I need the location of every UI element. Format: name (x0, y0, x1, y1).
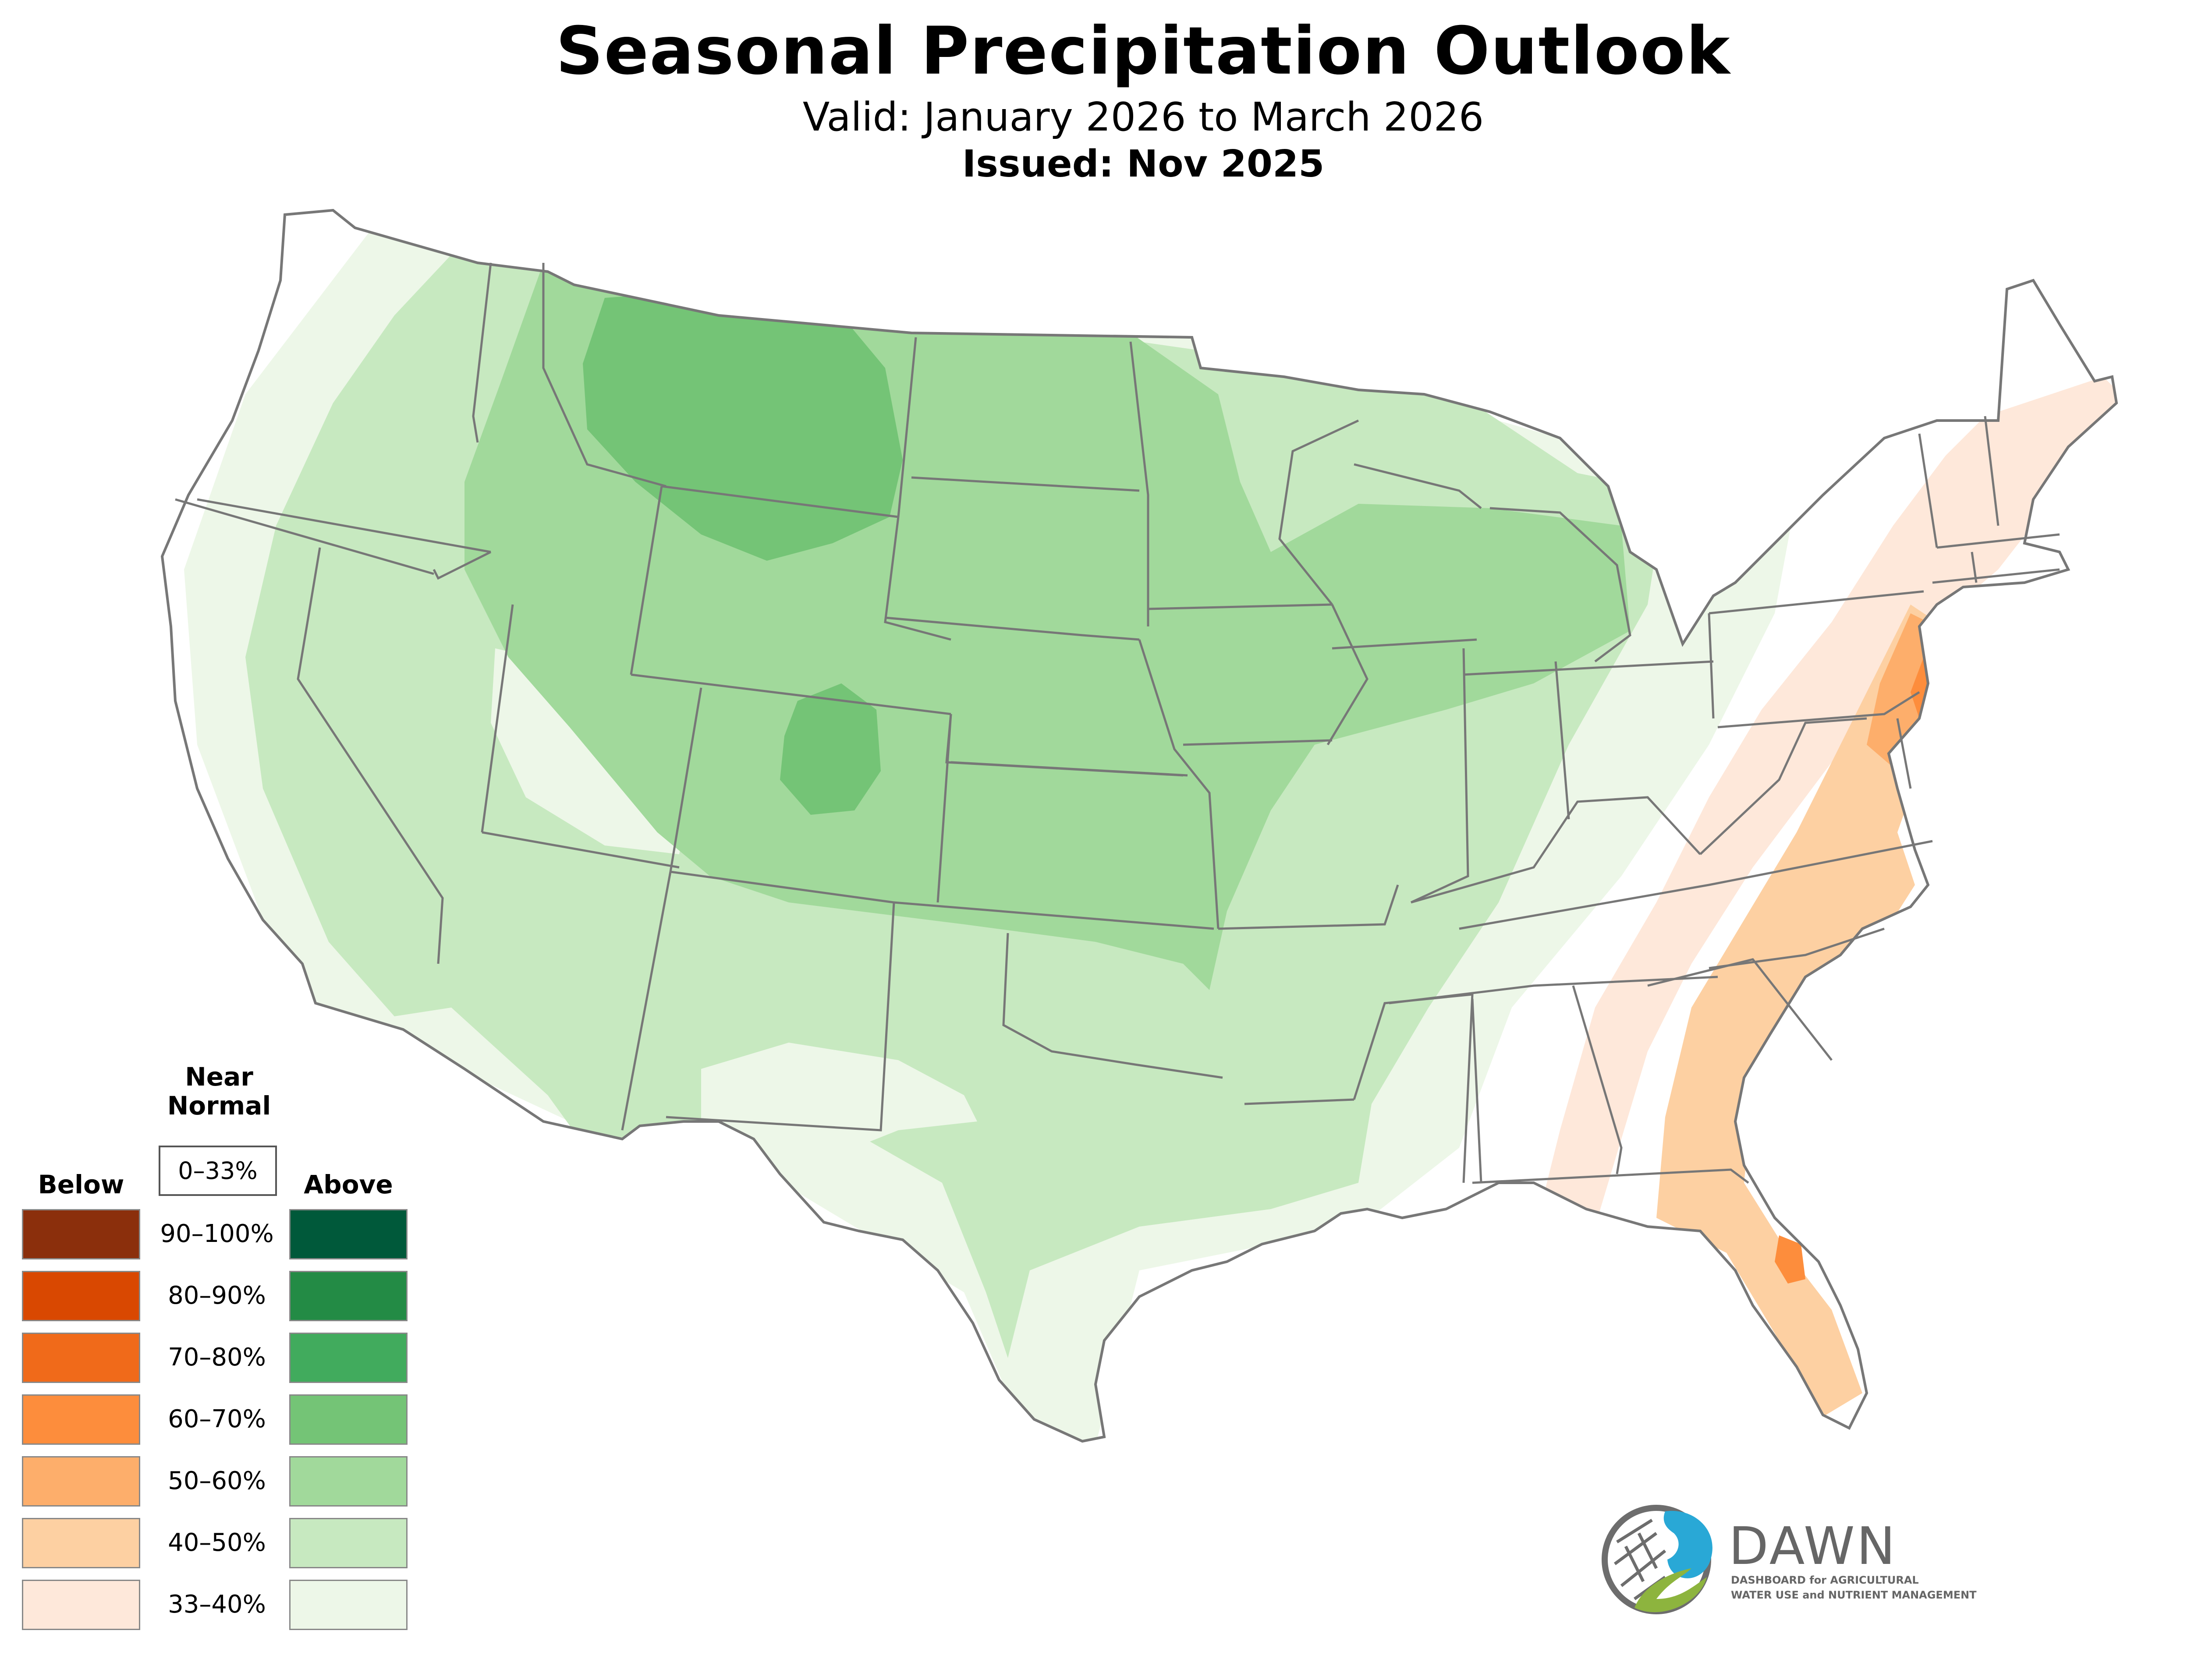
dawn-tagline: DASHBOARD for AGRICULTURAL WATER USE and… (1731, 1573, 2081, 1602)
border-ne-ia-mo (1138, 639, 1220, 929)
logo-leaf (1634, 1568, 1707, 1613)
border-fl-ga-al (1472, 1168, 1749, 1184)
legend-range-label-6: 33–40% (168, 1590, 266, 1619)
border-id-or (433, 551, 492, 580)
border-michigan-lower (1489, 507, 1631, 662)
border-ut-south (482, 831, 680, 869)
legend-range-label-2: 70–80% (168, 1343, 266, 1372)
border-ne-ks (950, 761, 1188, 777)
issued-date: Issued: Nov 2025 (962, 142, 1325, 186)
border-ut-co (669, 687, 702, 872)
border-ar-la (1244, 1098, 1354, 1105)
border-or-wa (197, 498, 491, 553)
legend-below-swatch-3 (22, 1394, 140, 1445)
border-nv-ut (481, 604, 514, 833)
legend-above-swatch-2 (289, 1333, 408, 1383)
border-pa-ny (1709, 590, 1924, 615)
above-60-70-colorado (780, 683, 881, 815)
border-va-wv (1699, 717, 1867, 855)
border-ky-tn (1411, 796, 1701, 904)
border-mi-upper (1354, 463, 1482, 509)
legend-below-swatch-4 (22, 1456, 140, 1507)
state-borders (175, 262, 2060, 1184)
border-nm-tx (666, 870, 895, 1132)
border-nc-sc (1709, 927, 1885, 969)
dawn-logo (1602, 1505, 1712, 1614)
border-al-ga (1572, 985, 1623, 1174)
near-normal-range: 0–33% (178, 1157, 258, 1185)
border-nd-mn (1129, 341, 1149, 626)
dawn-tagline-line2: WATER USE and NUTRIENT MANAGEMENT (1731, 1589, 1977, 1601)
logo-water-drop (1663, 1510, 1712, 1578)
border-ma-ct-ri (1932, 533, 2060, 584)
border-mt-nd (897, 337, 917, 517)
border-tn-nc-va (1459, 840, 1933, 930)
above-60-70-northern-rockies (583, 289, 903, 561)
legend-above-swatch-1 (289, 1271, 408, 1321)
border-ny-vt-nh (1918, 433, 1938, 548)
border-ok-tx (1002, 933, 1223, 1079)
legend-above-swatch-4 (289, 1456, 408, 1507)
map-title: Seasonal Precipitation Outlook (556, 13, 1731, 89)
border-mo-ar (1218, 884, 1399, 930)
legend-above-swatch-6 (289, 1580, 408, 1630)
near-normal-line2: Normal (167, 1091, 271, 1121)
legend-above-heading: Above (304, 1170, 393, 1199)
border-wa-id (472, 262, 492, 443)
border-sd-ne (885, 616, 1140, 641)
border-il-in (1410, 648, 1469, 904)
dawn-tagline-line1: DASHBOARD for AGRICULTURAL (1731, 1574, 1919, 1586)
legend-range-label-4: 50–60% (168, 1467, 266, 1495)
legend-range-label-5: 40–50% (168, 1528, 266, 1557)
above-33-40-southwest-lobe (701, 1043, 977, 1161)
border-nh-me (1984, 416, 2000, 526)
border-pa-south (1717, 691, 1920, 729)
legend-above-swatch-0 (289, 1209, 408, 1259)
border-mn-ia (1148, 603, 1333, 610)
below-60-70-florida (1775, 1235, 1805, 1284)
border-or-ca-nv (175, 498, 434, 575)
legend-below-swatch-1 (22, 1271, 140, 1321)
legend-near-normal-heading: Near Normal (145, 1062, 294, 1120)
border-ks-ok (893, 901, 1214, 930)
legend-range-label-1: 80–90% (168, 1281, 266, 1310)
legend-below-swatch-5 (22, 1518, 140, 1568)
legend-above-swatch-5 (289, 1518, 408, 1568)
border-id-wy-mt (542, 263, 667, 488)
legend-range-label-0: 90–100% (160, 1220, 274, 1248)
legend-below-swatch-0 (22, 1209, 140, 1259)
border-ga-sc (1647, 958, 1833, 1061)
border-ia-mo (1183, 739, 1333, 746)
border-wi-il (1332, 638, 1477, 650)
border-oh-pa (1708, 613, 1715, 719)
near-normal-line1: Near (185, 1062, 253, 1092)
border-az-nm (621, 871, 672, 1131)
border-wi-il-ia (1326, 604, 1368, 746)
border-wy-sd-ne (884, 516, 951, 641)
border-in-oh (1554, 661, 1570, 820)
legend-near-normal-box: 0–33% (159, 1146, 277, 1196)
valid-period: Valid: January 2026 to March 2026 (802, 94, 1484, 140)
dawn-wordmark: DAWN (1729, 1516, 1897, 1576)
border-wy-south (631, 673, 951, 715)
border-md-de (1896, 718, 1912, 789)
border-tn-south (1389, 976, 1718, 1004)
border-mn-wi (1278, 419, 1359, 605)
legend-below-heading: Below (38, 1170, 124, 1199)
legend-below-swatch-6 (22, 1580, 140, 1630)
border-ca-nv (297, 547, 444, 964)
border-mt-wy-north (661, 485, 899, 518)
border-ms-al (1471, 998, 1482, 1183)
border-wy-west (630, 486, 663, 675)
border-nd-sd (911, 476, 1140, 492)
border-mi-in-oh (1463, 660, 1714, 676)
legend-below-swatch-2 (22, 1333, 140, 1383)
legend-range-label-3: 60–70% (168, 1405, 266, 1433)
legend-above-swatch-3 (289, 1394, 408, 1445)
